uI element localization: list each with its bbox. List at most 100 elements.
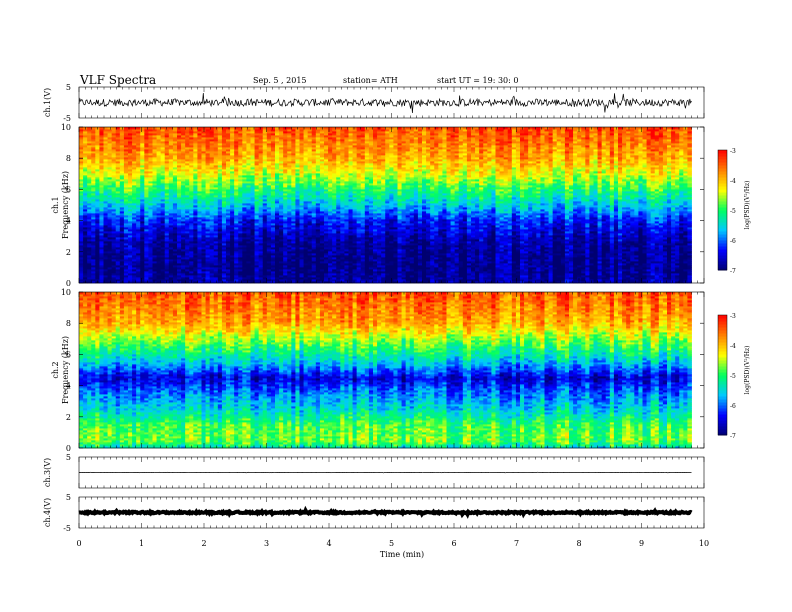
heatmap-cell — [132, 261, 137, 264]
heatmap-cell — [132, 269, 137, 272]
heatmap-cell — [87, 157, 92, 160]
heatmap-cell — [83, 195, 88, 198]
heatmap-cell — [111, 249, 117, 252]
heatmap-cell — [164, 145, 170, 148]
heatmap-cell — [107, 243, 113, 246]
heatmap-cell — [115, 183, 121, 186]
heatmap-cell — [107, 257, 113, 260]
heatmap-cell — [115, 207, 121, 210]
heatmap-cell — [148, 279, 153, 282]
heatmap-cell — [103, 147, 108, 150]
heatmap-cell — [119, 199, 125, 202]
heatmap-cell — [103, 187, 108, 190]
heatmap-cell — [152, 199, 157, 202]
heatmap-cell — [185, 231, 190, 234]
heatmap-cell — [270, 127, 276, 130]
heatmap-cell — [91, 209, 96, 212]
heatmap-cell — [79, 193, 84, 196]
heatmap-cell — [177, 141, 182, 144]
heatmap-cell — [128, 163, 133, 166]
heatmap-cell — [119, 145, 125, 148]
heatmap-cell — [164, 269, 170, 272]
heatmap-cell — [79, 235, 84, 238]
heatmap-cell — [128, 259, 133, 262]
heatmap-cell — [185, 239, 190, 242]
heatmap-cell — [168, 203, 174, 206]
heatmap-cell — [152, 267, 157, 270]
heatmap-cell — [164, 183, 170, 186]
heatmap-cell — [91, 157, 96, 160]
heatmap-cell — [152, 141, 157, 144]
heatmap-cell — [164, 239, 170, 242]
heatmap-cell — [168, 159, 174, 162]
heatmap-cell — [172, 163, 178, 166]
heatmap-cell — [111, 149, 117, 152]
heatmap-cell — [115, 253, 121, 256]
heatmap-cell — [160, 171, 166, 174]
heatmap-cell — [87, 145, 92, 148]
heatmap-cell — [99, 225, 104, 228]
heatmap-cell — [79, 145, 84, 148]
heatmap-cell — [168, 127, 174, 130]
heatmap-cell — [160, 163, 166, 166]
heatmap-cell — [87, 171, 92, 174]
heatmap-cell — [136, 215, 141, 218]
heatmap-cell — [136, 263, 141, 266]
heatmap-cell — [107, 183, 113, 186]
heatmap-cell — [123, 241, 129, 244]
heatmap-cell — [140, 223, 145, 226]
heatmap-cell — [79, 281, 84, 284]
heatmap-cell — [144, 281, 149, 284]
heatmap-cell — [160, 135, 166, 138]
heatmap-cell — [95, 273, 100, 276]
heatmap-cell — [148, 173, 153, 176]
heatmap-cell — [152, 223, 157, 226]
heatmap-cell — [95, 173, 100, 176]
heatmap-cell — [111, 161, 117, 164]
heatmap-cell — [115, 143, 121, 146]
heatmap-cell — [172, 235, 178, 238]
heatmap-cell — [83, 233, 88, 236]
heatmap-cell — [99, 131, 104, 134]
heatmap-cell — [152, 257, 157, 260]
heatmap-cell — [164, 151, 170, 154]
heatmap-cell — [177, 151, 182, 154]
heatmap-cell — [185, 281, 190, 284]
heatmap-cell — [140, 135, 145, 138]
heatmap-cell — [132, 187, 137, 190]
heatmap-cell — [177, 171, 182, 174]
heatmap-cell — [144, 245, 149, 248]
heatmap-cell — [172, 225, 178, 228]
heatmap-cell — [111, 239, 117, 242]
heatmap-cell — [119, 205, 125, 208]
heatmap-cell — [95, 197, 100, 200]
heatmap-cell — [132, 255, 137, 258]
heatmap-cell — [87, 189, 92, 192]
heatmap-cell — [177, 129, 182, 132]
heatmap-cell — [103, 157, 108, 160]
heatmap-cell — [95, 133, 100, 136]
heatmap-cell — [156, 233, 162, 236]
heatmap-cell — [103, 257, 108, 260]
heatmap-cell — [87, 277, 92, 280]
heatmap-cell — [79, 139, 84, 142]
heatmap-cell — [123, 155, 129, 158]
heatmap-cell — [123, 191, 129, 194]
heatmap-cell — [91, 263, 96, 266]
heatmap-cell — [136, 207, 141, 210]
heatmap-cell — [148, 127, 153, 130]
heatmap-cell — [128, 273, 133, 276]
heatmap-cell — [103, 135, 108, 138]
heatmap-cell — [177, 165, 182, 168]
heatmap-cell — [83, 193, 88, 196]
heatmap-cell — [123, 149, 129, 152]
heatmap-cell — [83, 191, 88, 194]
heatmap-cell — [164, 153, 170, 156]
heatmap-cell — [185, 217, 190, 220]
heatmap-cell — [99, 171, 104, 174]
heatmap-cell — [123, 259, 129, 262]
heatmap-cell — [172, 157, 178, 160]
heatmap-cell — [111, 209, 117, 212]
heatmap-cell — [156, 229, 162, 232]
heatmap-cell — [83, 179, 88, 182]
